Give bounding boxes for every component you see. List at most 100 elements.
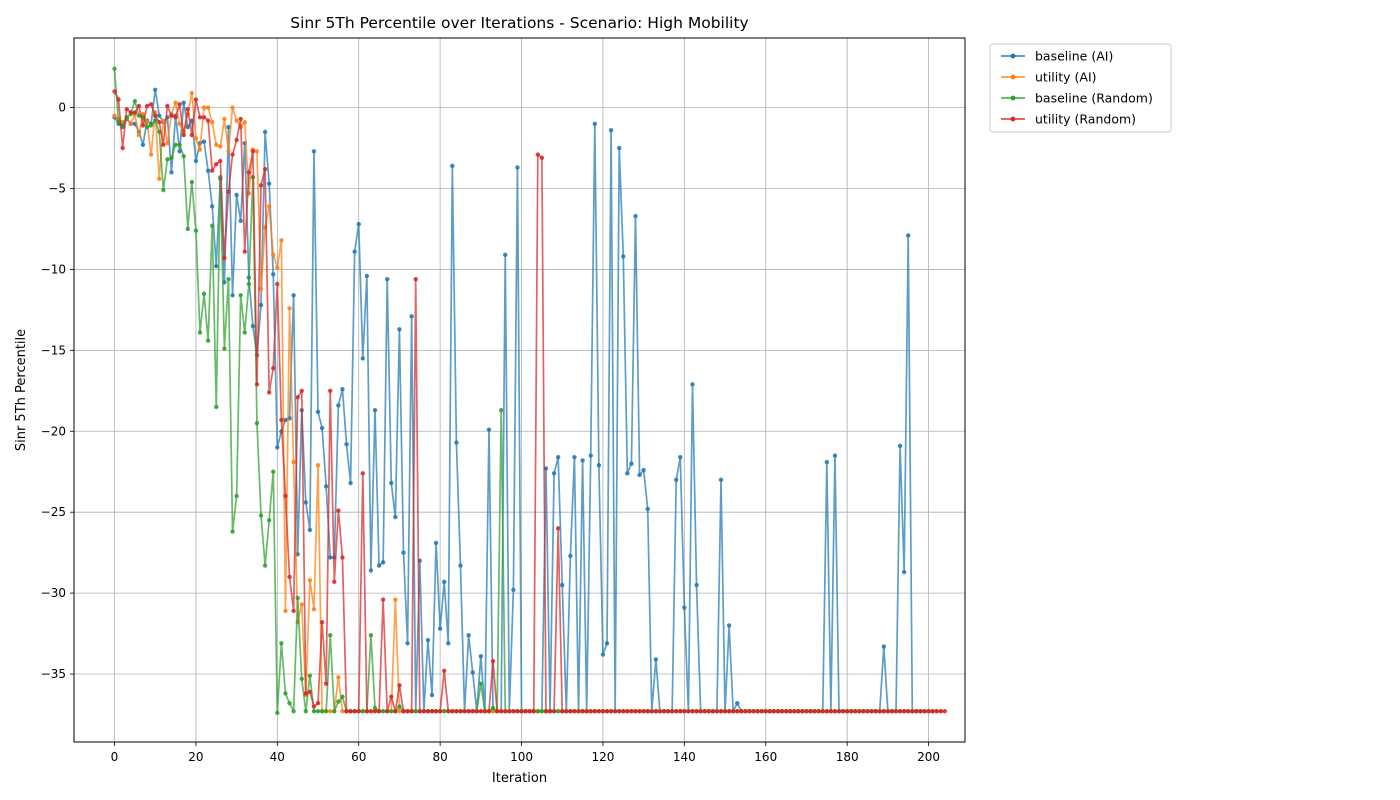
data-point xyxy=(694,582,699,588)
data-point xyxy=(307,689,313,695)
data-point xyxy=(458,563,463,568)
data-point xyxy=(364,273,370,279)
data-point xyxy=(678,709,683,714)
data-point xyxy=(596,709,602,714)
data-point xyxy=(169,170,174,175)
data-point xyxy=(934,709,939,714)
data-point xyxy=(262,563,268,568)
data-point xyxy=(767,709,773,714)
data-point xyxy=(291,608,296,614)
data-point xyxy=(551,471,557,476)
data-point xyxy=(205,168,211,173)
data-point xyxy=(470,709,475,714)
data-point xyxy=(629,709,634,714)
data-point xyxy=(661,709,667,714)
data-point xyxy=(380,597,386,602)
data-point xyxy=(157,176,162,181)
data-point xyxy=(214,404,219,410)
data-point xyxy=(222,255,227,261)
data-point xyxy=(218,144,223,149)
data-point xyxy=(128,110,133,115)
data-point xyxy=(136,103,142,109)
legend-label: utility (Random) xyxy=(1035,112,1136,127)
data-point xyxy=(433,709,439,714)
chart-title: Sinr 5Th Percentile over Iterations - Sc… xyxy=(290,14,748,32)
series-layer xyxy=(112,66,948,716)
data-point xyxy=(446,709,451,714)
data-point xyxy=(112,113,117,118)
data-point xyxy=(153,87,158,92)
data-point xyxy=(209,204,215,209)
legend-swatch-marker xyxy=(1010,116,1016,122)
data-point xyxy=(572,454,577,460)
x-tick-label: 160 xyxy=(754,750,777,764)
data-point xyxy=(657,709,663,714)
data-point xyxy=(291,709,296,714)
data-point xyxy=(189,132,195,138)
data-point xyxy=(820,709,825,714)
data-point xyxy=(181,132,186,138)
data-point xyxy=(303,691,309,696)
data-point xyxy=(478,654,484,659)
data-point xyxy=(295,595,300,601)
data-point xyxy=(287,574,292,580)
y-tick-label: −5 xyxy=(48,182,66,196)
data-point xyxy=(193,228,199,233)
x-tick-label: 120 xyxy=(591,750,614,764)
data-point xyxy=(588,709,593,714)
data-point xyxy=(307,527,313,533)
data-point xyxy=(340,555,345,560)
data-point xyxy=(861,709,866,714)
data-point xyxy=(393,597,398,602)
data-point xyxy=(148,102,154,107)
data-point xyxy=(669,709,675,714)
data-point xyxy=(625,471,630,476)
data-point xyxy=(319,425,325,431)
data-point xyxy=(173,100,178,105)
data-point xyxy=(254,149,260,154)
data-point xyxy=(214,162,219,167)
data-point xyxy=(592,709,597,714)
data-point xyxy=(238,293,243,298)
data-point xyxy=(140,142,146,148)
data-point xyxy=(275,710,280,716)
data-point xyxy=(853,709,858,714)
data-point xyxy=(323,709,329,714)
data-point xyxy=(360,709,365,714)
data-point xyxy=(148,123,154,128)
data-point xyxy=(637,472,642,478)
data-point xyxy=(356,709,361,714)
data-point xyxy=(226,149,231,154)
data-point xyxy=(490,709,496,714)
data-point xyxy=(401,550,406,555)
data-point xyxy=(914,709,919,714)
data-point xyxy=(617,145,622,151)
data-point xyxy=(340,386,345,392)
x-tick-label: 180 xyxy=(836,750,859,764)
data-point xyxy=(482,709,488,714)
data-point xyxy=(116,97,121,102)
data-point xyxy=(266,518,272,523)
y-axis-ticks: 0 −5 −10 −15 −20 −25 −30 −35 xyxy=(41,101,74,681)
data-point xyxy=(450,709,455,714)
data-point xyxy=(446,641,451,646)
data-point xyxy=(193,158,199,164)
data-point xyxy=(197,115,203,120)
data-point xyxy=(315,409,321,415)
data-point xyxy=(279,417,284,423)
data-point xyxy=(690,382,695,387)
data-point xyxy=(425,637,431,643)
data-point xyxy=(230,152,235,157)
data-point xyxy=(897,443,903,449)
data-point xyxy=(604,641,610,646)
data-point xyxy=(275,281,280,287)
data-point xyxy=(653,709,659,714)
data-point xyxy=(205,105,211,110)
data-point xyxy=(674,477,679,483)
data-point xyxy=(735,709,740,714)
data-point xyxy=(238,218,243,224)
data-point xyxy=(262,166,268,172)
data-point xyxy=(503,709,508,714)
data-point xyxy=(214,142,219,148)
data-point xyxy=(311,607,317,612)
